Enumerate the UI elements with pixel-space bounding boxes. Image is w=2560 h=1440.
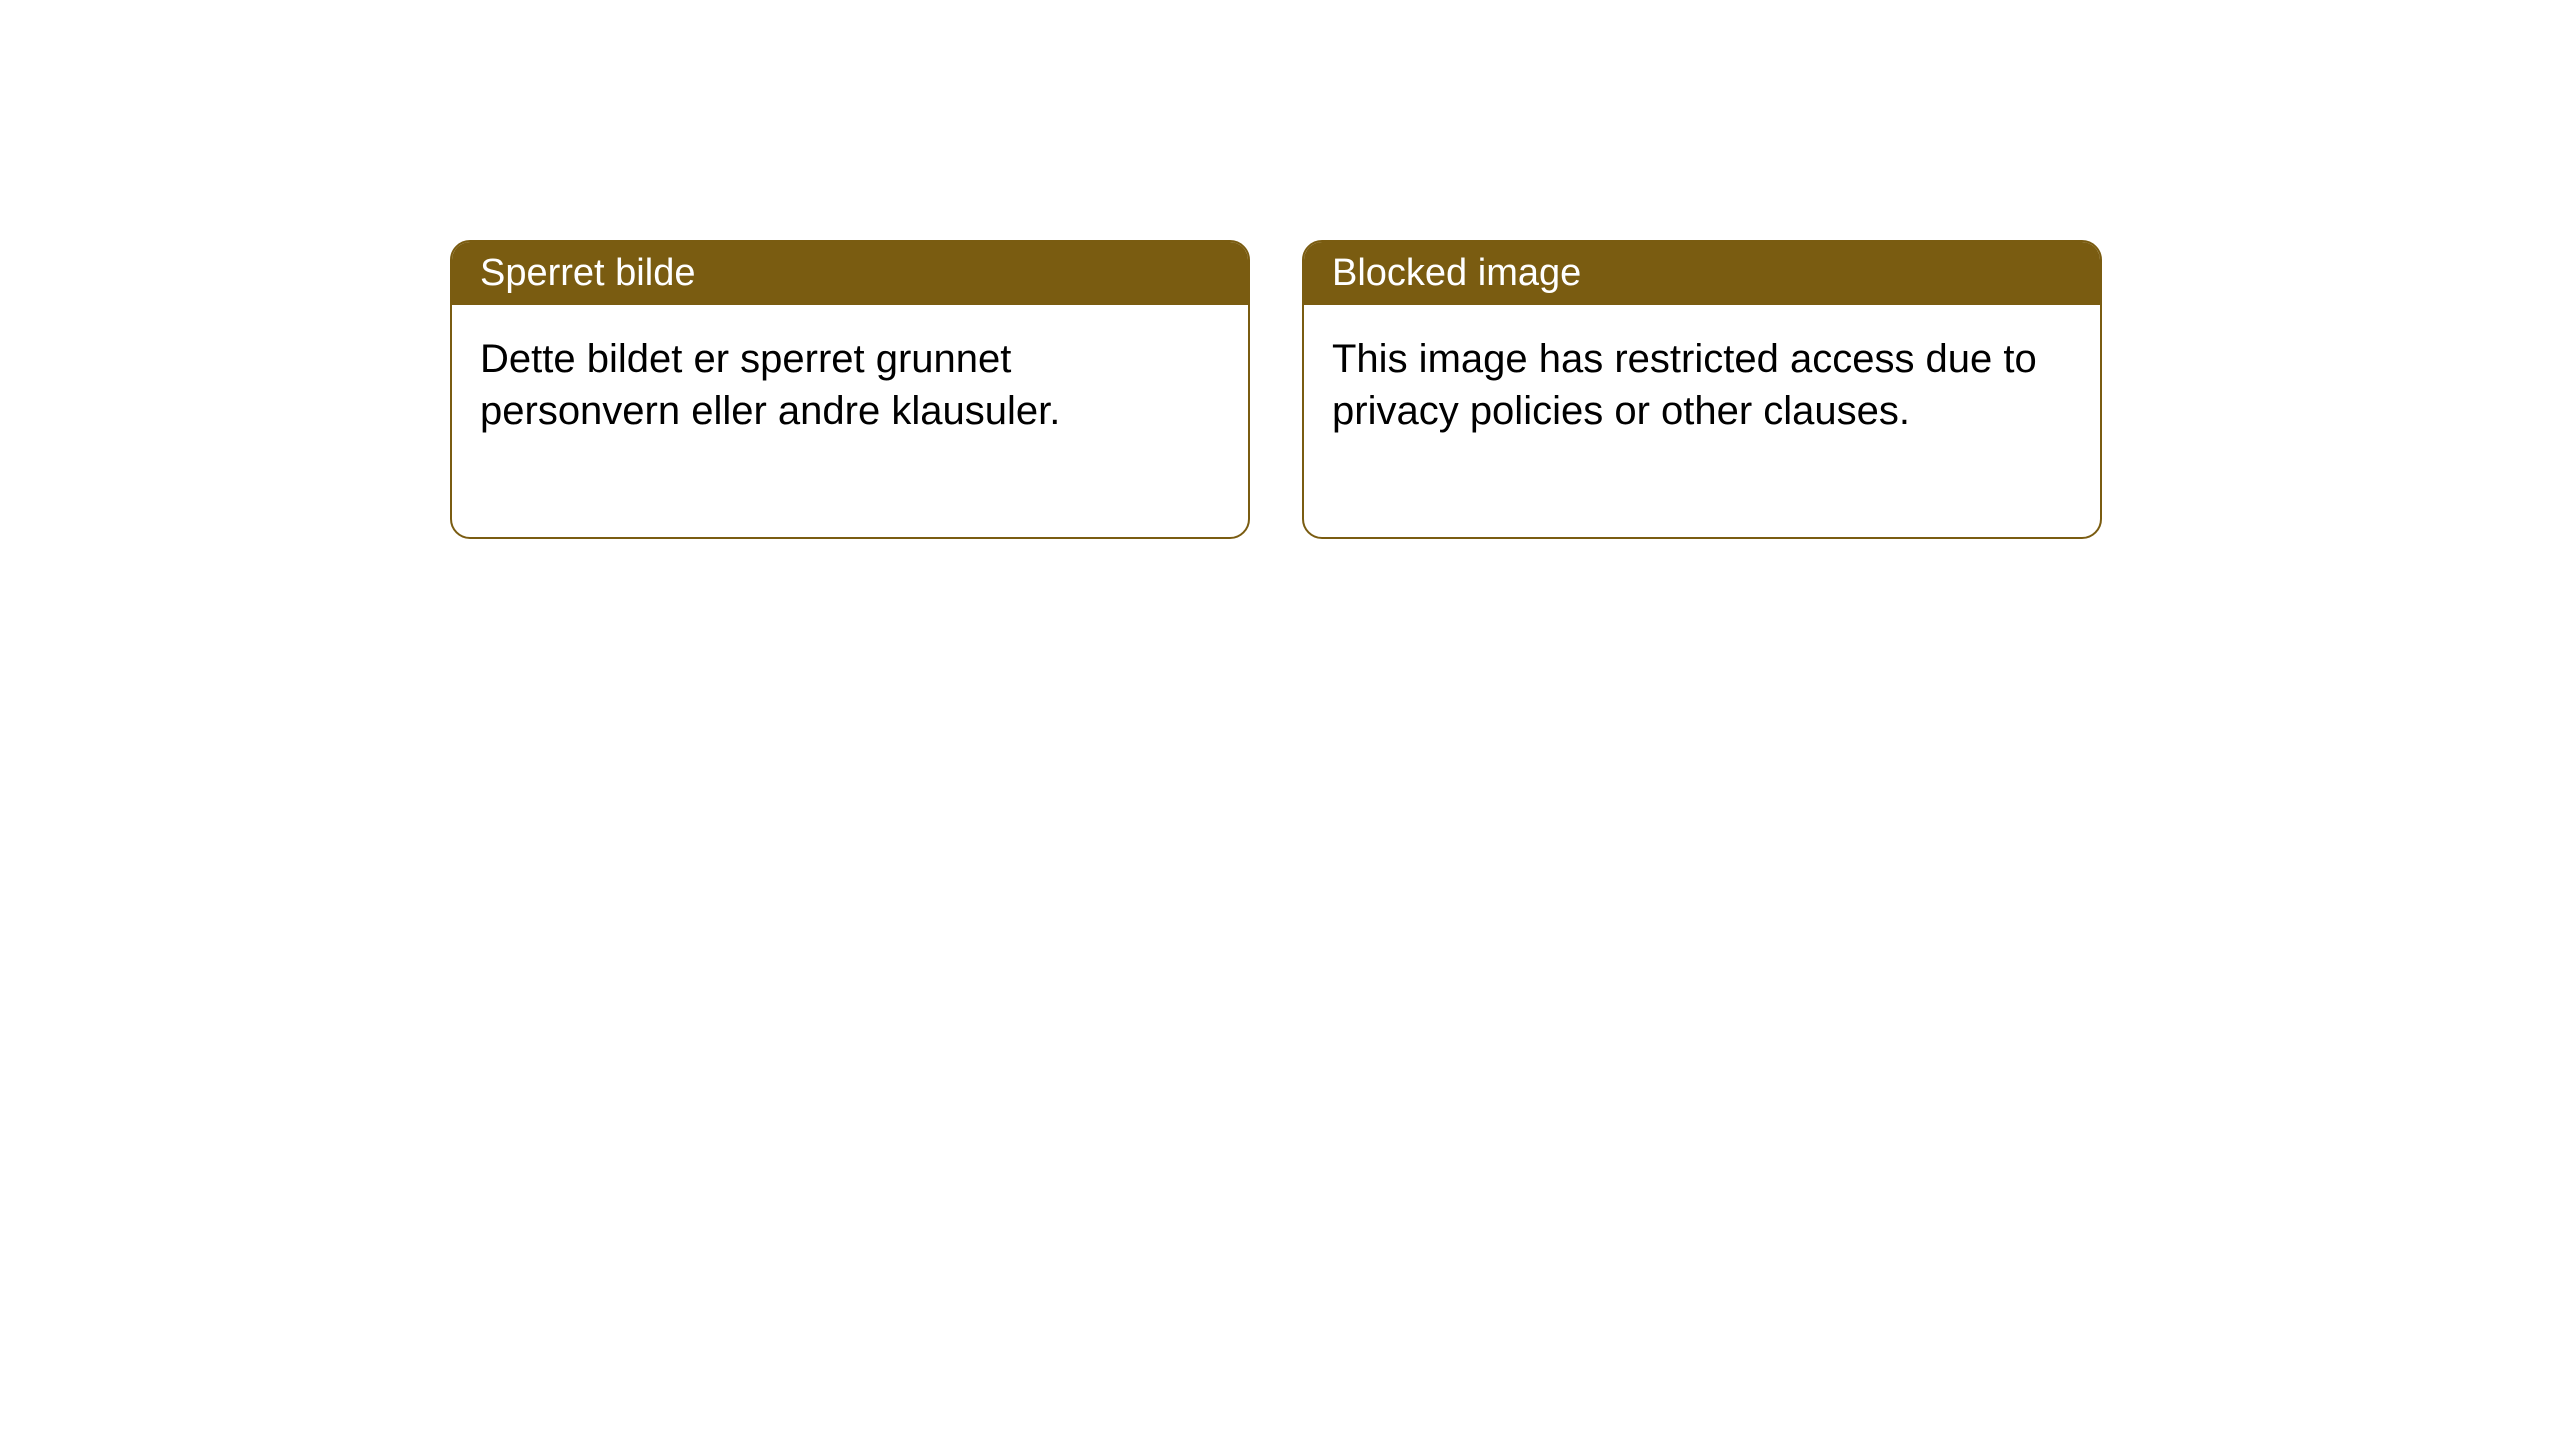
notice-body-english: This image has restricted access due to … [1304, 305, 2100, 537]
notice-title: Blocked image [1332, 252, 1581, 294]
notice-text: This image has restricted access due to … [1332, 337, 2037, 433]
notice-text: Dette bildet er sperret grunnet personve… [480, 337, 1060, 433]
notice-card-english: Blocked image This image has restricted … [1302, 240, 2102, 539]
notice-body-norwegian: Dette bildet er sperret grunnet personve… [452, 305, 1248, 537]
notice-container: Sperret bilde Dette bildet er sperret gr… [450, 240, 2102, 539]
notice-header-english: Blocked image [1304, 242, 2100, 305]
notice-title: Sperret bilde [480, 252, 695, 294]
notice-header-norwegian: Sperret bilde [452, 242, 1248, 305]
notice-card-norwegian: Sperret bilde Dette bildet er sperret gr… [450, 240, 1250, 539]
